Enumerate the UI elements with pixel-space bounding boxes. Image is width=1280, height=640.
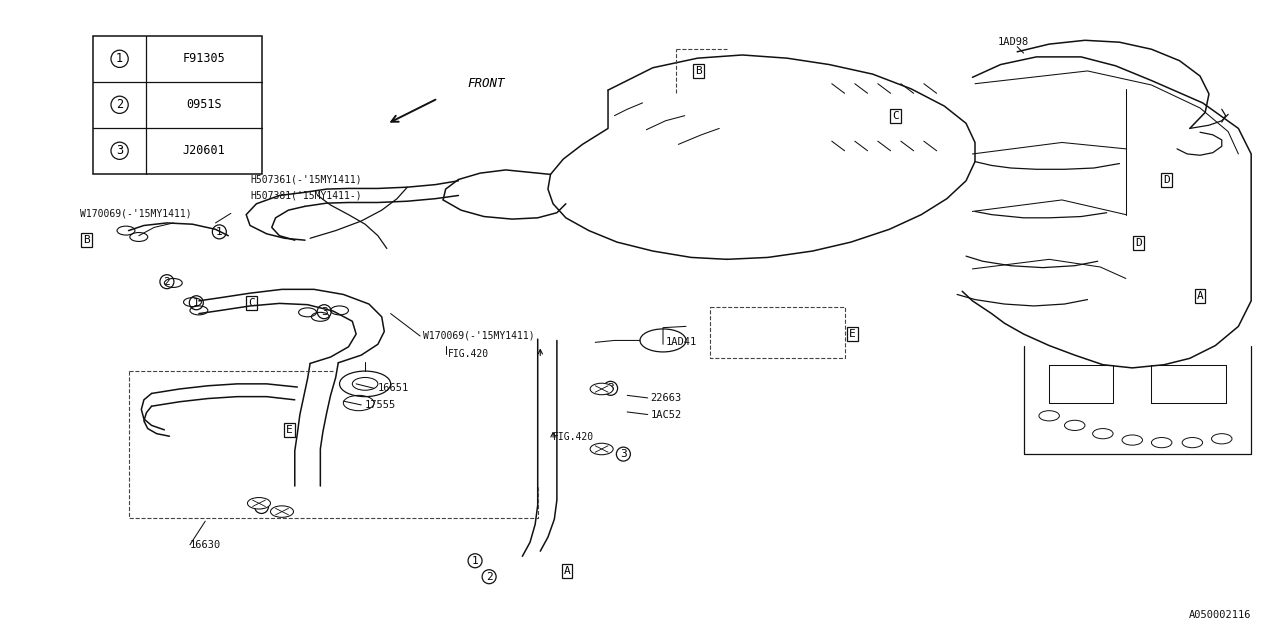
Text: 2: 2	[485, 572, 493, 582]
Text: FIG.420: FIG.420	[553, 432, 594, 442]
Text: B: B	[83, 235, 90, 245]
Circle shape	[1039, 411, 1060, 421]
Text: 2: 2	[164, 276, 170, 287]
Text: D: D	[1164, 175, 1170, 184]
Text: 1: 1	[216, 227, 223, 237]
Text: 1AD98: 1AD98	[998, 37, 1029, 47]
Text: H507361(-'15MY1411): H507361(-'15MY1411)	[250, 175, 362, 184]
Text: 3: 3	[321, 307, 328, 317]
Bar	[92, 36, 261, 173]
Circle shape	[247, 497, 270, 509]
Text: A: A	[563, 566, 571, 576]
Text: 3: 3	[259, 502, 265, 511]
Text: 1AD41: 1AD41	[666, 337, 696, 348]
Text: 22663: 22663	[650, 393, 681, 403]
Text: A: A	[1197, 291, 1203, 301]
Text: F91305: F91305	[183, 52, 225, 65]
Text: E: E	[287, 426, 293, 435]
Text: FIG.420: FIG.420	[448, 349, 489, 359]
Text: 3: 3	[607, 383, 614, 394]
Circle shape	[1065, 420, 1085, 431]
Circle shape	[1212, 434, 1231, 444]
Text: B: B	[695, 66, 703, 76]
Text: 17555: 17555	[365, 400, 397, 410]
Text: E: E	[849, 329, 855, 339]
Circle shape	[1183, 438, 1203, 448]
Text: W170069(-'15MY1411): W170069(-'15MY1411)	[79, 209, 192, 218]
Circle shape	[1123, 435, 1143, 445]
Text: D: D	[1135, 238, 1142, 248]
Text: FRONT: FRONT	[467, 77, 504, 90]
Circle shape	[270, 506, 293, 517]
Text: 1: 1	[193, 298, 200, 308]
Circle shape	[590, 383, 613, 395]
Text: C: C	[248, 298, 255, 308]
Text: 3: 3	[116, 144, 123, 157]
Circle shape	[590, 444, 613, 455]
Text: W170069(-'15MY1411): W170069(-'15MY1411)	[422, 331, 534, 341]
Text: 16630: 16630	[189, 540, 221, 550]
Text: C: C	[892, 111, 899, 121]
Text: A050002116: A050002116	[1189, 610, 1251, 620]
Text: 1AC52: 1AC52	[650, 410, 681, 419]
Circle shape	[1093, 429, 1114, 439]
Text: 0951S: 0951S	[186, 99, 221, 111]
Text: J20601: J20601	[183, 144, 225, 157]
Text: 1: 1	[116, 52, 123, 65]
Text: 3: 3	[620, 449, 627, 459]
Text: 16651: 16651	[378, 383, 410, 394]
Text: 1: 1	[472, 556, 479, 566]
Text: H507381('15MY1411-): H507381('15MY1411-)	[250, 191, 362, 200]
Circle shape	[1152, 438, 1172, 448]
Text: 2: 2	[116, 99, 123, 111]
